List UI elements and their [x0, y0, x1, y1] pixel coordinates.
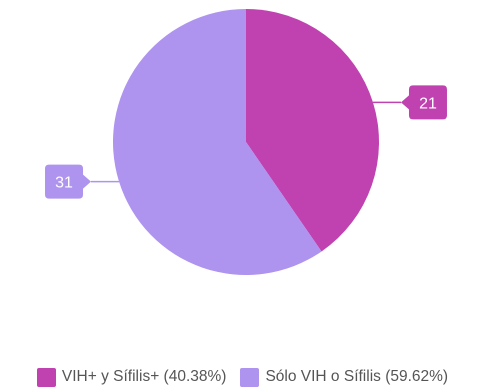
data-label: 31 — [55, 175, 73, 192]
chart-legend: VIH+ y Sífilis+ (40.38%) Sólo VIH o Sífi… — [0, 366, 485, 388]
data-label-box — [45, 164, 92, 199]
legend-swatch — [240, 367, 260, 387]
legend-label: Sólo VIH o Sífilis (59.62%) — [265, 368, 449, 385]
legend-label: VIH+ y Sífilis+ (40.38%) — [61, 368, 227, 385]
pie-chart: 21 31 — [45, 9, 447, 275]
legend-item-vih-sifilis[interactable]: VIH+ y Sífilis+ (40.38%) — [36, 367, 227, 387]
pie-slice[interactable] — [112, 9, 322, 275]
legend-item-solo-vih-o-sifilis[interactable]: Sólo VIH o Sífilis (59.62%) — [240, 367, 449, 387]
data-label: 21 — [419, 95, 437, 112]
legend-swatch — [36, 367, 56, 387]
data-label-box — [400, 85, 447, 120]
pie-slice[interactable] — [246, 9, 379, 252]
